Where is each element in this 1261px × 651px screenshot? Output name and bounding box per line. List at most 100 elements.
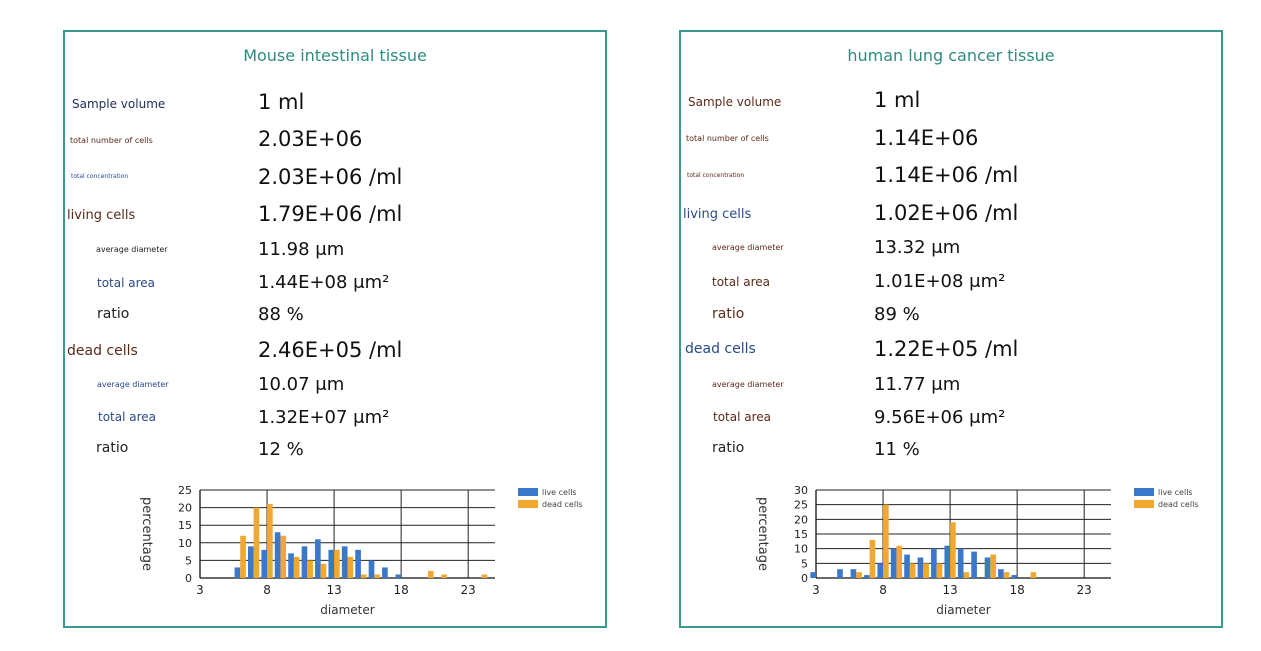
legend-label-dead: dead cells: [1158, 500, 1198, 509]
y-tick-label: 20: [794, 513, 808, 526]
total-cells-value: 1.14E+06: [874, 126, 979, 150]
bar-live: [810, 572, 816, 578]
legend-swatch-dead: [1134, 500, 1154, 508]
bar-live: [957, 548, 964, 578]
bar-dead: [883, 504, 889, 578]
panel-human-lung-cancer: human lung cancer tissue Sample volume 1…: [679, 30, 1223, 628]
bar-dead: [267, 504, 273, 578]
bar-dead: [307, 560, 313, 578]
x-tick-label: 3: [812, 583, 820, 597]
bar-dead: [240, 535, 246, 578]
bar-live: [944, 545, 951, 578]
bar-live: [850, 569, 857, 578]
living-total-area-label: total area: [97, 276, 156, 290]
legend-label-dead: dead cells: [542, 500, 582, 509]
y-tick-label: 0: [185, 572, 192, 585]
living-cells-value: 1.02E+06 /ml: [874, 201, 1019, 225]
legend-swatch-live: [518, 488, 538, 496]
bar-dead: [909, 563, 916, 578]
bar-live: [301, 546, 308, 578]
bar-dead: [936, 563, 943, 578]
y-tick-label: 30: [794, 484, 808, 497]
y-tick-label: 15: [178, 519, 192, 532]
living-total-area-value: 1.44E+08 μm²: [258, 272, 390, 293]
bar-dead: [253, 507, 260, 578]
dead-cells-label: dead cells: [685, 341, 756, 357]
sample-volume-value: 1 ml: [874, 88, 921, 112]
living-total-area-value: 1.01E+08 μm²: [874, 271, 1006, 292]
legend-swatch-live: [1134, 488, 1154, 496]
bar-dead: [334, 549, 340, 578]
bar-live: [274, 532, 281, 578]
bar-dead: [360, 574, 367, 578]
total-concentration-label: total concentration: [687, 172, 745, 179]
living-cells-label: living cells: [683, 207, 752, 222]
x-tick-label: 18: [393, 583, 408, 597]
dead-ratio-label: ratio: [96, 440, 129, 456]
bar-live: [234, 567, 241, 578]
bar-live: [368, 560, 375, 578]
y-tick-label: 25: [178, 484, 192, 497]
bar-live: [837, 569, 843, 578]
bar-dead: [950, 522, 956, 578]
x-tick-label: 13: [326, 583, 341, 597]
sample-volume-label: Sample volume: [72, 97, 166, 111]
total-cells-label: total number of cells: [686, 134, 769, 143]
living-cells-value: 1.79E+06 /ml: [258, 202, 403, 226]
bar-live: [931, 548, 937, 578]
dead-average-diameter-value: 11.77 μm: [874, 374, 961, 395]
y-tick-label: 15: [794, 528, 808, 541]
bar-dead: [856, 572, 862, 578]
living-average-diameter-value: 13.32 μm: [874, 237, 961, 258]
legend-label-live: live cells: [1158, 488, 1193, 497]
x-tick-label: 3: [196, 583, 204, 597]
legend-swatch-dead: [518, 500, 538, 508]
bar-live: [984, 557, 991, 578]
dead-cells-value: 1.22E+05 /ml: [874, 337, 1019, 361]
sample-volume-value: 1 ml: [258, 90, 305, 114]
dead-total-area-label: total area: [713, 410, 772, 424]
total-concentration-value: 1.14E+06 /ml: [874, 163, 1019, 187]
living-ratio-value: 89 %: [874, 304, 920, 325]
y-tick-label: 20: [178, 502, 192, 515]
dead-cells-value: 2.46E+05 /ml: [258, 338, 403, 362]
bar-live: [864, 575, 870, 578]
x-axis-label: diameter: [936, 603, 990, 617]
diameter-histogram-chart: 0 5 10 15 20 25 3 8 13 18 23 diameter percentage live…: [139, 484, 582, 617]
bar-dead: [320, 563, 327, 578]
panel-mouse-intestinal: Mouse intestinal tissue Sample volume 1 …: [63, 30, 607, 628]
dead-ratio-value: 12 %: [258, 439, 304, 460]
dead-average-diameter-label: average diameter: [97, 380, 169, 389]
y-tick-label: 5: [185, 554, 192, 567]
bar-live: [971, 551, 977, 578]
bar-dead: [481, 574, 488, 578]
bar-dead: [1030, 572, 1037, 578]
living-ratio-label: ratio: [97, 306, 130, 322]
x-tick-label: 18: [1009, 583, 1024, 597]
bar-live: [395, 574, 402, 578]
x-tick-label: 13: [942, 583, 957, 597]
panel-title: human lung cancer tissue: [847, 46, 1055, 65]
bar-live: [261, 549, 268, 578]
bar-live: [328, 549, 335, 578]
sample-volume-label: Sample volume: [688, 95, 782, 109]
y-tick-label: 10: [794, 543, 808, 556]
living-cells-label: living cells: [67, 208, 136, 223]
y-tick-label: 0: [801, 572, 808, 585]
dead-average-diameter-value: 10.07 μm: [258, 374, 345, 395]
dead-ratio-label: ratio: [712, 440, 745, 456]
y-tick-label: 25: [794, 499, 808, 512]
dead-total-area-value: 9.56E+06 μm²: [874, 407, 1006, 428]
bar-dead: [1003, 572, 1010, 578]
legend-label-live: live cells: [542, 488, 577, 497]
bar-live: [382, 567, 388, 578]
total-cells-value: 2.03E+06: [258, 127, 363, 151]
bar-dead: [374, 574, 380, 578]
panel-title: Mouse intestinal tissue: [243, 46, 427, 65]
living-average-diameter-label: average diameter: [96, 245, 168, 254]
living-ratio-label: ratio: [712, 306, 745, 322]
dead-total-area-value: 1.32E+07 μm²: [258, 407, 390, 428]
bar-live: [904, 554, 910, 578]
living-average-diameter-value: 11.98 μm: [258, 239, 345, 260]
bar-live: [248, 546, 254, 578]
